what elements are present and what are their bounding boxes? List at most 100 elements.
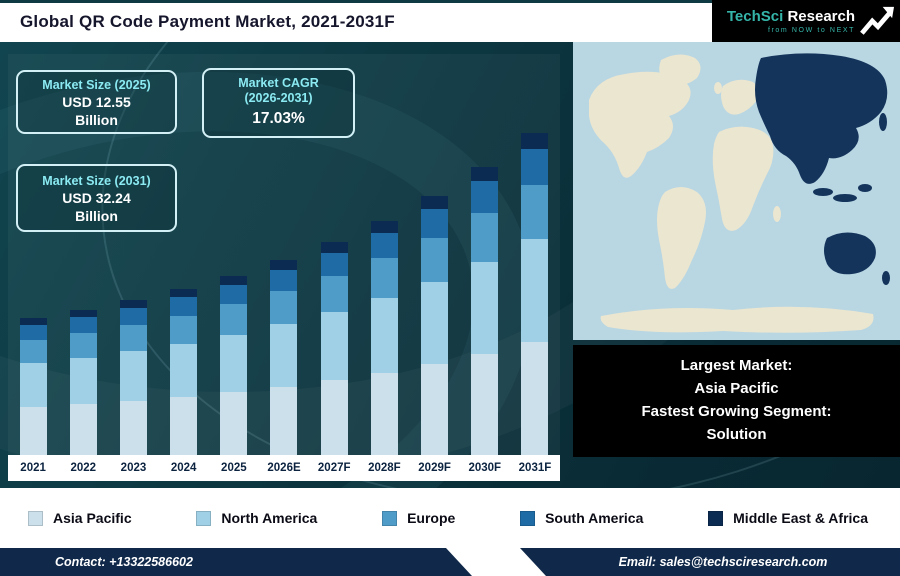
bar-segment xyxy=(521,342,549,455)
legend-label: North America xyxy=(221,510,318,526)
bar-segment xyxy=(270,324,298,387)
region-southeast-asia-highlighted xyxy=(833,194,857,202)
stacked-bar-2024 xyxy=(170,288,198,455)
bar-segment xyxy=(521,239,549,343)
callout-line: Asia Pacific xyxy=(694,380,779,397)
legend-swatch xyxy=(520,510,536,526)
stacked-bar-2030F xyxy=(471,167,499,455)
bar-segment xyxy=(270,269,298,292)
stacked-bar-2023 xyxy=(119,300,147,455)
bar-segment xyxy=(420,281,448,365)
bar-segment xyxy=(19,324,47,341)
world-map xyxy=(573,42,900,340)
bar-segment xyxy=(320,276,348,313)
bar-segment xyxy=(119,300,147,308)
legend-item-north-america: North America xyxy=(196,510,317,526)
x-axis-label: 2030F xyxy=(468,462,502,474)
largest-market-callout: Largest Market: Asia Pacific Fastest Gro… xyxy=(573,345,900,457)
bar-segment xyxy=(220,304,248,335)
growth-arrow-icon xyxy=(860,6,894,35)
bar-segment xyxy=(119,351,147,401)
x-axis-label: 2026E xyxy=(267,462,301,474)
stat-value: USD 32.24 xyxy=(62,190,131,206)
stacked-bar-2026E xyxy=(270,260,298,455)
bar-segment xyxy=(69,333,97,358)
legend-label: South America xyxy=(545,510,644,526)
region-southeast-asia-highlighted xyxy=(813,188,833,196)
bar-segment xyxy=(320,242,348,253)
bar-segment xyxy=(370,232,398,259)
stacked-bar-2025 xyxy=(220,275,248,455)
bar-segment xyxy=(170,288,198,298)
bar-segment xyxy=(270,260,298,270)
x-axis-label: 2031F xyxy=(518,462,552,474)
bar-segment xyxy=(420,237,448,282)
bar-segment xyxy=(170,343,198,397)
region-uk xyxy=(714,82,722,94)
bar-segment xyxy=(119,400,147,455)
bar-segment xyxy=(119,307,147,325)
bars xyxy=(8,45,560,455)
x-axis-label: 2024 xyxy=(170,462,197,474)
region-new-zealand-highlighted xyxy=(882,271,890,285)
bar-segment xyxy=(370,298,398,374)
stat-unit: Billion xyxy=(75,208,118,224)
legend-swatch xyxy=(196,510,212,526)
legend-label: Europe xyxy=(407,510,456,526)
x-axis: 2021 2022 2023 2024 2025 2026E 2027F 2028F 2029F… xyxy=(8,455,560,481)
callout-line: Largest Market: xyxy=(680,357,793,374)
region-antarctica xyxy=(600,306,874,333)
bar-segment xyxy=(471,167,499,182)
stacked-bar-2021 xyxy=(19,318,47,455)
region-africa xyxy=(712,126,774,231)
x-axis-label: 2021 xyxy=(20,462,46,474)
bar-segment xyxy=(420,209,448,238)
bar-segment xyxy=(320,312,348,381)
region-southeast-asia-highlighted xyxy=(858,184,872,192)
bar-segment xyxy=(220,275,248,285)
bar-segment xyxy=(471,213,499,263)
bar-segment xyxy=(270,291,298,325)
logo-text: TechSci Research from NOW to NEXT xyxy=(726,7,855,34)
legend-swatch xyxy=(382,510,398,526)
stat-label: Market Size (2025) xyxy=(42,78,151,92)
stacked-bar-2027F xyxy=(320,242,348,455)
logo-brand-secondary: Research xyxy=(787,7,855,25)
bar-segment xyxy=(69,404,97,455)
stat-value: USD 12.55 xyxy=(62,94,131,110)
legend-item-middle-east-africa: Middle East & Africa xyxy=(708,510,868,526)
stacked-bar-2022 xyxy=(69,310,97,455)
x-axis-label: 2027F xyxy=(317,462,351,474)
bar-segment xyxy=(370,258,398,299)
bar-segment xyxy=(471,354,499,455)
bar-segment xyxy=(521,149,549,185)
legend-swatch xyxy=(708,510,724,526)
stat-unit: Billion xyxy=(75,112,118,128)
x-axis-label: 2025 xyxy=(221,462,247,474)
bar-segment xyxy=(69,317,97,334)
bar-segment xyxy=(370,220,398,233)
stacked-bar-2031F xyxy=(521,132,549,455)
x-axis-label: 2023 xyxy=(120,462,147,474)
footer-contact: Contact: +13322586602 xyxy=(0,548,472,576)
callout-line: Fastest Growing Segment: xyxy=(641,403,832,420)
legend-item-europe: Europe xyxy=(382,510,455,526)
x-axis-label: 2029F xyxy=(418,462,451,474)
bar-segment xyxy=(270,386,298,455)
region-madagascar xyxy=(773,206,781,222)
region-japan-highlighted xyxy=(879,113,887,131)
legend-swatch xyxy=(28,510,43,526)
bar-segment xyxy=(420,364,448,455)
region-australia-highlighted xyxy=(824,232,876,275)
x-axis-label: 2022 xyxy=(70,462,97,474)
stat-box-market-cagr: Market CAGR (2026-2031) 17.03% xyxy=(202,68,355,138)
logo-brand-primary: TechSci xyxy=(726,7,784,25)
bar-segment xyxy=(170,315,198,344)
legend-label: Middle East & Africa xyxy=(733,510,868,526)
bar-segment xyxy=(19,318,47,325)
bar-segment xyxy=(471,262,499,355)
stat-label: (2026-2031) xyxy=(244,91,313,105)
logo-tagline: from NOW to NEXT xyxy=(767,26,855,34)
stat-box-market-size-2025: Market Size (2025) USD 12.55 Billion xyxy=(16,70,177,134)
